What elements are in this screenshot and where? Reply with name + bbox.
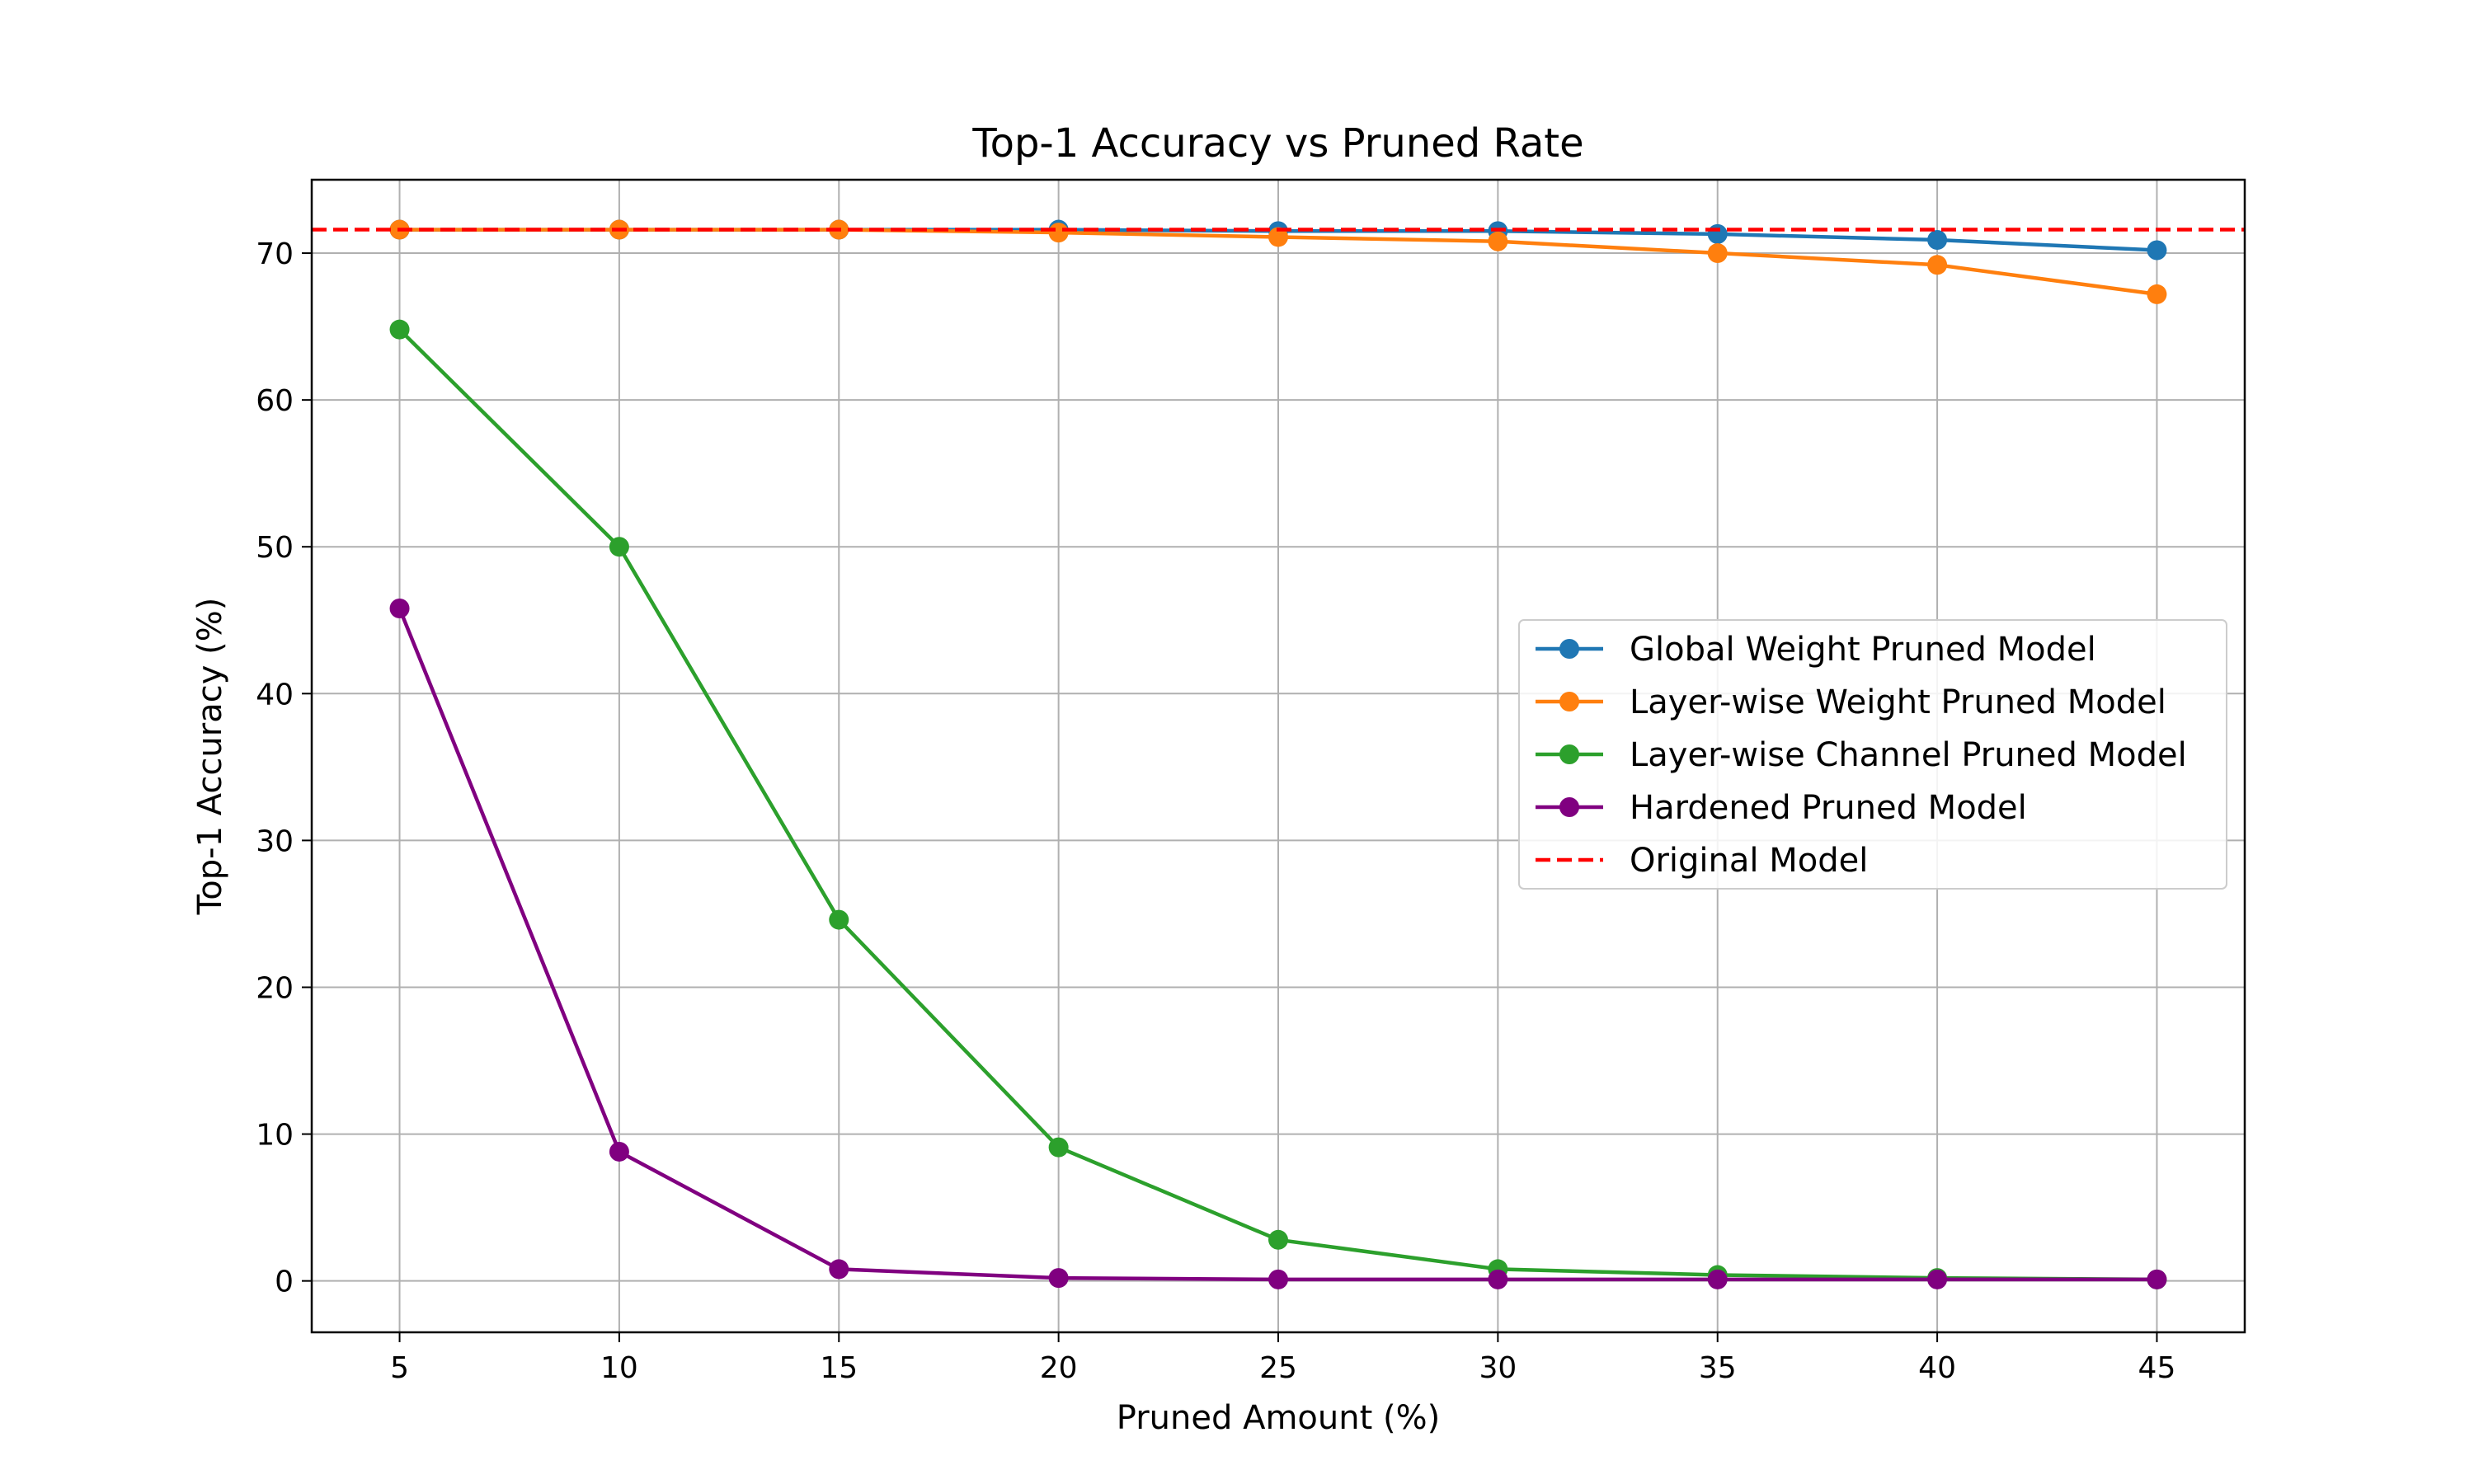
x-tick-label: 25 — [1259, 1351, 1297, 1385]
y-tick-label: 20 — [256, 971, 294, 1005]
data-point — [1268, 227, 1288, 247]
series-lines — [312, 219, 2245, 1289]
data-point — [1707, 223, 1728, 244]
plot-frame — [310, 178, 2246, 1334]
x-tick-label: 15 — [820, 1351, 858, 1385]
data-point — [1927, 255, 1948, 275]
legend-label: Original Model — [1630, 842, 1868, 880]
x-tick-label: 30 — [1479, 1351, 1517, 1385]
data-point — [2147, 240, 2167, 261]
data-point — [1048, 1137, 1069, 1158]
legend-box — [1518, 619, 2227, 890]
x-tick-label: 45 — [2138, 1351, 2176, 1385]
data-point — [2147, 284, 2167, 304]
data-point — [1048, 1268, 1069, 1289]
y-tick-label: 0 — [275, 1266, 294, 1299]
legend-label: Hardened Pruned Model — [1630, 789, 2027, 827]
y-tick-label: 70 — [256, 237, 294, 271]
data-point — [1048, 223, 1069, 243]
legend-marker — [1559, 744, 1579, 764]
y-tick-label: 10 — [256, 1119, 294, 1153]
data-point — [1707, 243, 1728, 264]
y-tick-label: 50 — [256, 531, 294, 565]
data-point — [1488, 1269, 1508, 1289]
x-tick-label: 10 — [600, 1351, 638, 1385]
data-point — [609, 1141, 629, 1162]
legend-item: Layer-wise Channel Pruned Model — [1536, 736, 2187, 774]
y-axis-title: Top-1 Accuracy (%) — [191, 598, 229, 916]
legend-item: Global Weight Pruned Model — [1536, 631, 2096, 669]
data-point — [1927, 230, 1948, 251]
legend-item: Layer-wise Weight Pruned Model — [1536, 683, 2166, 721]
data-point — [1268, 1229, 1288, 1250]
legend: Global Weight Pruned Model Layer-wise Wei… — [1518, 619, 2227, 890]
legend-item: Original Model — [1536, 842, 1868, 880]
axes: 5 10 15 20 25 30 35 40 45 0 10 20 30 40 50 60 70 — [256, 178, 2246, 1385]
series-3 — [389, 599, 2167, 1289]
legend-marker — [1559, 692, 1579, 711]
legend-item: Hardened Pruned Model — [1536, 789, 2027, 827]
y-tick-label: 30 — [256, 824, 294, 858]
x-tick-label: 20 — [1040, 1351, 1078, 1385]
data-point — [1707, 1269, 1728, 1289]
data-point — [829, 1259, 849, 1280]
data-point — [389, 319, 410, 340]
data-point — [1927, 1269, 1948, 1289]
legend-marker — [1559, 639, 1579, 659]
data-point — [1268, 1269, 1288, 1289]
legend-label: Global Weight Pruned Model — [1630, 631, 2096, 669]
data-point — [1488, 231, 1508, 251]
data-point — [609, 537, 629, 557]
data-point — [389, 599, 410, 619]
x-tick-label: 40 — [1918, 1351, 1956, 1385]
legend-label: Layer-wise Channel Pruned Model — [1630, 736, 2187, 774]
chart-title: Top-1 Accuracy vs Pruned Rate — [971, 120, 1583, 167]
data-point — [829, 909, 849, 930]
x-tick-label: 35 — [1699, 1351, 1737, 1385]
legend-marker — [1559, 797, 1579, 817]
x-tick-label: 5 — [390, 1351, 409, 1385]
y-tick-label: 60 — [256, 384, 294, 418]
data-point — [2147, 1269, 2167, 1289]
legend-label: Layer-wise Weight Pruned Model — [1630, 683, 2166, 721]
y-tick-label: 40 — [256, 678, 294, 711]
x-axis-title: Pruned Amount (%) — [1117, 1399, 1440, 1437]
